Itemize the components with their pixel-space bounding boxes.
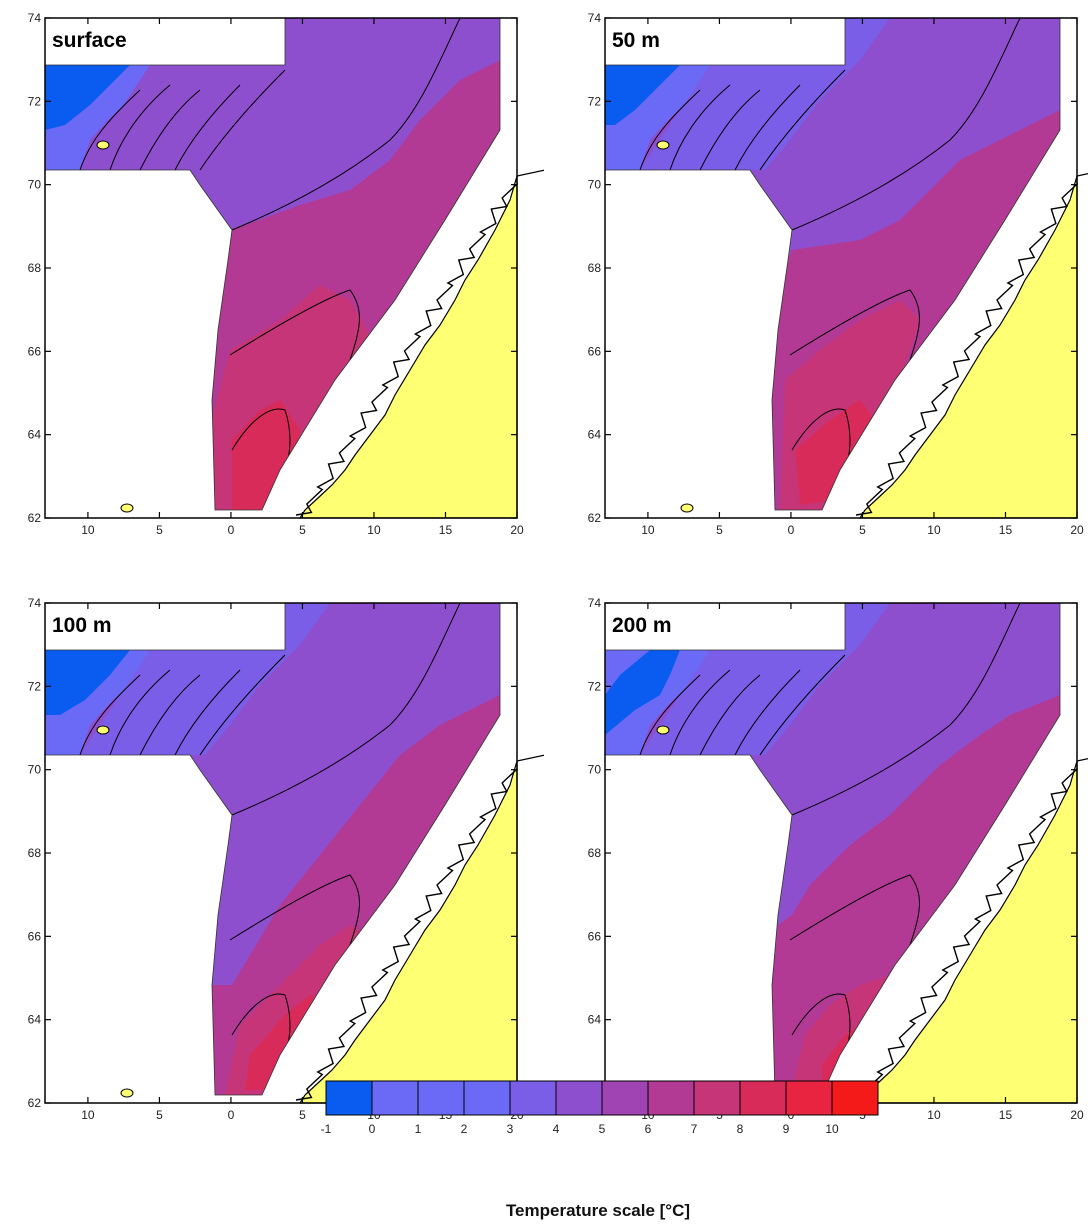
x-tick-label: 0 bbox=[228, 1108, 235, 1122]
map-canvas: 74 72 70 68 66 64 62 10 5 0 5 10 15 20 bbox=[28, 11, 544, 537]
map-panel: 74 72 70 68 66 64 62 10 5 0 5 10 15 20 50 m bbox=[560, 0, 1088, 585]
legend-swatch bbox=[371, 1080, 419, 1116]
panel-depth-label: 50 m bbox=[608, 28, 664, 54]
legend-tick-label: 4 bbox=[553, 1122, 560, 1136]
y-tick-label: 74 bbox=[28, 596, 42, 610]
x-tick-label: 20 bbox=[1070, 523, 1084, 537]
y-tick-label: 68 bbox=[28, 261, 42, 275]
x-tick-label: 10 bbox=[81, 1108, 95, 1122]
legend-swatch bbox=[693, 1080, 741, 1116]
y-tick-label: 72 bbox=[588, 94, 602, 108]
y-tick-label: 66 bbox=[28, 344, 42, 358]
x-tick-label: 10 bbox=[81, 523, 95, 537]
x-tick-label: 5 bbox=[716, 523, 723, 537]
legend-swatch bbox=[463, 1080, 511, 1116]
x-tick-label: 5 bbox=[156, 523, 163, 537]
map-panel: 7472706866646210505101520100 m bbox=[0, 585, 544, 1170]
y-tick-label: 70 bbox=[588, 763, 602, 777]
legend-tick-label: 1 bbox=[415, 1122, 422, 1136]
legend-swatch bbox=[417, 1080, 465, 1116]
y-tick-label: 62 bbox=[28, 511, 42, 525]
x-tick-label: 0 bbox=[788, 523, 795, 537]
x-tick-label: 10 bbox=[927, 1108, 941, 1122]
map-panel: 7472706866646210505101520200 m bbox=[560, 585, 1088, 1170]
legend-swatch bbox=[785, 1080, 833, 1116]
y-tick-label: 68 bbox=[588, 261, 602, 275]
legend-tick-label: -1 bbox=[321, 1122, 332, 1136]
legend-swatch bbox=[739, 1080, 787, 1116]
temperature-legend: -1 0 1 2 3 4 5 6 7 8 9 10 Temperature scale [°C] bbox=[318, 1073, 888, 1223]
y-tick-label: 66 bbox=[588, 929, 602, 943]
legend-tick-label: 3 bbox=[507, 1122, 514, 1136]
y-tick-label: 70 bbox=[28, 763, 42, 777]
x-tick-label: 20 bbox=[510, 523, 524, 537]
x-tick-label: 5 bbox=[299, 523, 306, 537]
y-tick-label: 74 bbox=[588, 11, 602, 25]
y-tick-label: 68 bbox=[588, 846, 602, 860]
legend-tick-label: 2 bbox=[461, 1122, 468, 1136]
y-tick-label: 64 bbox=[588, 1013, 602, 1027]
x-tick-label: 5 bbox=[859, 523, 866, 537]
legend-swatch bbox=[509, 1080, 557, 1116]
legend-swatch bbox=[601, 1080, 649, 1116]
legend-swatch bbox=[325, 1080, 373, 1116]
x-tick-label: 10 bbox=[641, 523, 655, 537]
x-tick-label: 15 bbox=[999, 523, 1013, 537]
legend-tick-label: 5 bbox=[599, 1122, 606, 1136]
y-tick-label: 72 bbox=[28, 679, 42, 693]
y-tick-label: 72 bbox=[588, 679, 602, 693]
x-tick-label: 0 bbox=[228, 523, 235, 537]
map-panel: 74 72 70 68 66 64 62 10 5 0 5 10 15 20 surface bbox=[0, 0, 544, 585]
legend-swatch bbox=[555, 1080, 603, 1116]
y-tick-label: 74 bbox=[588, 596, 602, 610]
y-tick-label: 64 bbox=[28, 1013, 42, 1027]
x-tick-label: 10 bbox=[927, 523, 941, 537]
legend-tick-label: 10 bbox=[825, 1122, 839, 1136]
y-tick-label: 70 bbox=[588, 178, 602, 192]
legend-colorbar: -1 0 1 2 3 4 5 6 7 8 9 10 bbox=[321, 1080, 879, 1136]
y-tick-label: 64 bbox=[588, 428, 602, 442]
panel-depth-label: 200 m bbox=[608, 613, 676, 639]
panel-depth-label: 100 m bbox=[48, 613, 116, 639]
x-tick-label: 5 bbox=[299, 1108, 306, 1122]
x-tick-label: 10 bbox=[367, 523, 381, 537]
x-tick-label: 5 bbox=[156, 1108, 163, 1122]
x-tick-label: 15 bbox=[439, 523, 453, 537]
y-tick-label: 66 bbox=[588, 344, 602, 358]
y-tick-label: 64 bbox=[28, 428, 42, 442]
legend-tick-label: 0 bbox=[369, 1122, 376, 1136]
legend-swatch bbox=[647, 1080, 695, 1116]
y-tick-label: 66 bbox=[28, 929, 42, 943]
x-tick-label: 20 bbox=[1070, 1108, 1084, 1122]
panel-depth-label: surface bbox=[48, 28, 131, 54]
legend-title: Temperature scale [°C] bbox=[505, 1201, 691, 1220]
y-tick-label: 72 bbox=[28, 94, 42, 108]
legend-swatch bbox=[831, 1080, 879, 1116]
legend-tick-label: 8 bbox=[737, 1122, 744, 1136]
y-tick-label: 74 bbox=[28, 11, 42, 25]
y-tick-label: 62 bbox=[28, 1096, 42, 1110]
y-tick-label: 68 bbox=[28, 846, 42, 860]
map-canvas: 74 72 70 68 66 64 62 10 5 0 5 10 15 20 bbox=[588, 11, 1088, 537]
y-tick-label: 62 bbox=[588, 511, 602, 525]
legend-tick-label: 9 bbox=[783, 1122, 790, 1136]
legend-tick-label: 7 bbox=[691, 1122, 698, 1136]
y-tick-label: 70 bbox=[28, 178, 42, 192]
legend-tick-label: 6 bbox=[645, 1122, 652, 1136]
x-tick-label: 15 bbox=[999, 1108, 1013, 1122]
